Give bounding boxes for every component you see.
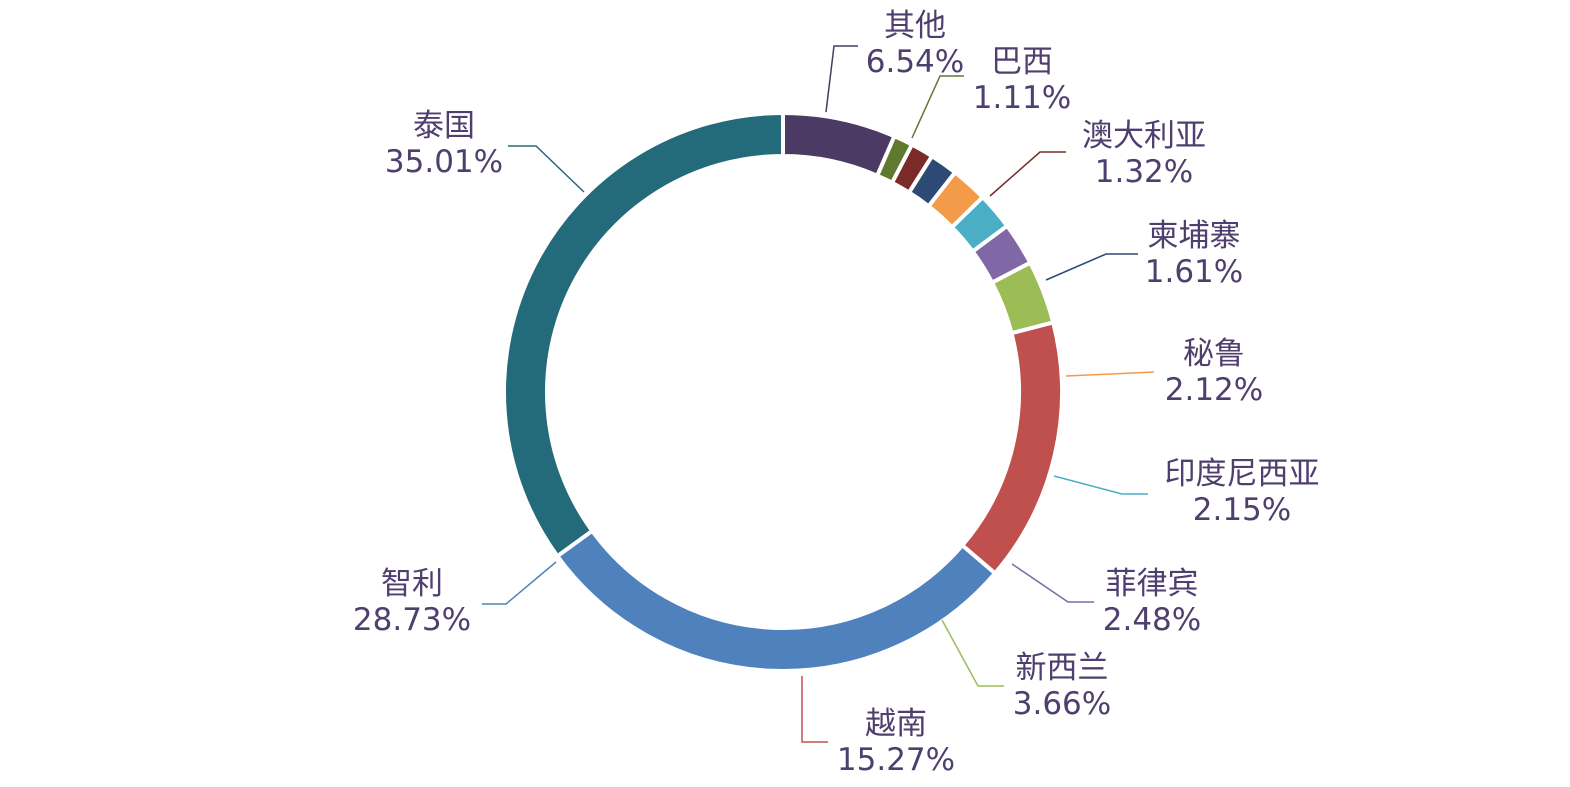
slice-label-value-6: 2.48% [1103, 602, 1201, 638]
slice-9 [554, 528, 998, 673]
slice-label-name-6: 菲律宾 [1106, 566, 1199, 602]
slice-label-name-2: 澳大利亚 [1082, 118, 1206, 154]
slice-label-name-3: 柬埔寨 [1148, 218, 1241, 254]
slice-label-name-5: 印度尼西亚 [1165, 456, 1320, 492]
leader-line-1 [911, 75, 964, 139]
slice-label-value-7: 3.66% [1013, 686, 1111, 722]
slice-label-value-4: 2.12% [1165, 372, 1263, 408]
slice-label-name-4: 秘鲁 [1183, 336, 1245, 372]
leader-line-8 [801, 676, 828, 743]
slice-10 [502, 110, 785, 559]
leader-line-3 [1045, 253, 1138, 281]
slice-8 [959, 320, 1064, 577]
slice-label-name-0: 其他 [884, 8, 946, 44]
slice-label-value-8: 15.27% [837, 742, 955, 778]
slices-group [502, 110, 1064, 673]
slice-label-value-0: 6.54% [866, 44, 964, 80]
slice-label-name-10: 泰国 [413, 108, 475, 144]
leader-line-0 [825, 45, 858, 113]
slice-label-value-1: 1.11% [973, 80, 1071, 116]
slice-label-name-1: 巴西 [991, 44, 1053, 80]
leader-line-9 [482, 561, 557, 605]
slice-label-value-5: 2.15% [1193, 492, 1291, 528]
leader-line-4 [1065, 371, 1155, 377]
leader-line-7 [941, 619, 1004, 687]
slice-label-name-8: 越南 [865, 706, 927, 742]
slice-label-name-7: 新西兰 [1016, 650, 1109, 686]
slice-0 [781, 110, 898, 179]
slice-label-value-10: 35.01% [385, 144, 503, 180]
slice-label-value-2: 1.32% [1095, 154, 1193, 190]
leader-line-10 [508, 145, 585, 193]
leader-lines-group [482, 45, 1155, 743]
slice-label-name-9: 智利 [381, 566, 443, 602]
leader-line-2 [989, 151, 1066, 197]
leader-line-6 [1011, 563, 1094, 603]
slice-label-value-3: 1.61% [1145, 254, 1243, 290]
leader-line-5 [1053, 475, 1148, 495]
slice-label-value-9: 28.73% [353, 602, 471, 638]
